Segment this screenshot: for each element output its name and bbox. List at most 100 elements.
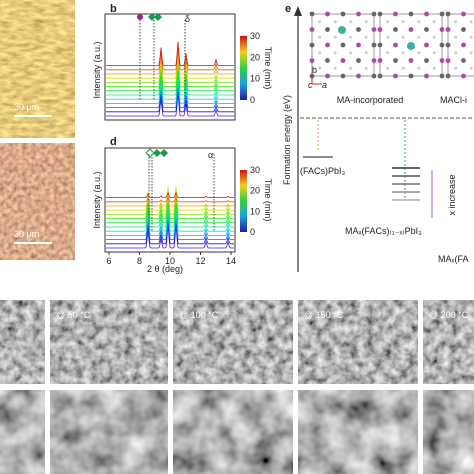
atom [318, 35, 322, 39]
atom [333, 66, 337, 70]
atom [439, 42, 445, 48]
atom [364, 35, 368, 39]
marker [153, 149, 168, 157]
atom [454, 20, 458, 24]
colorbar-label: Time (min) [263, 47, 273, 90]
sem-image [298, 390, 418, 474]
sem-image [50, 300, 168, 384]
xrd-curve [106, 191, 234, 199]
marker [137, 14, 143, 20]
colorbar-tick: 30 [250, 31, 260, 41]
plot-frame [104, 13, 236, 121]
atom [349, 51, 353, 55]
atom [349, 35, 353, 39]
sem-image [0, 390, 45, 474]
atom [325, 73, 330, 79]
colorbar-tick: 30 [250, 165, 260, 175]
atom [469, 20, 473, 24]
atom [424, 42, 429, 48]
atom [393, 73, 398, 79]
sem-image [173, 300, 293, 384]
xrd-curve [106, 194, 234, 220]
phase-label: α [208, 150, 213, 160]
axis-arrows [311, 74, 322, 85]
atom [439, 27, 445, 32]
atom [377, 42, 383, 48]
atom [401, 51, 405, 55]
xrd-curve [106, 91, 235, 117]
colorbar [240, 170, 247, 232]
temperature-label: @ 100 °C [179, 310, 219, 320]
colorbar-tick: 20 [250, 186, 260, 196]
atom [469, 35, 473, 39]
atom [408, 73, 414, 79]
atom [325, 27, 330, 32]
colorbar-tick: 20 [250, 52, 260, 62]
phase-label: δ [185, 14, 190, 24]
atom [333, 51, 337, 55]
trend-label: x increase [447, 174, 457, 215]
atom [445, 73, 451, 79]
atom [377, 73, 383, 79]
marker [145, 148, 155, 158]
atom [461, 73, 466, 79]
colorbar-tick: 10 [250, 74, 260, 84]
xrd-curve [106, 219, 234, 245]
x-tick-label: 12 [195, 256, 205, 266]
xrd-curve [106, 79, 235, 104]
xrd-curve [106, 75, 235, 100]
atom [424, 58, 429, 63]
atom [454, 51, 458, 55]
atom [445, 27, 451, 32]
xrd-curve [106, 83, 235, 109]
optical-image [0, 0, 75, 138]
sem-image [173, 390, 293, 474]
optical-image [0, 143, 75, 260]
axis-label: Formation energy (eV) [282, 95, 292, 185]
atom [318, 20, 322, 24]
atom [408, 27, 414, 32]
axis-label: Intensity (a.u.) [92, 171, 102, 228]
atom [432, 51, 436, 55]
atom [340, 58, 346, 63]
atom [309, 42, 315, 48]
atom [393, 11, 398, 17]
axis-letter: b [312, 65, 317, 75]
colorbar-tick: 10 [250, 206, 260, 216]
atom [393, 27, 398, 32]
x-tick-label: 8 [137, 256, 142, 266]
structure-label: MA-incorporated [337, 95, 404, 105]
sem-image [50, 390, 168, 474]
x-tick-label: 10 [165, 256, 175, 266]
scale-text: 30 μm [14, 102, 39, 112]
atom [309, 11, 315, 17]
atom [333, 35, 337, 39]
atom [417, 20, 421, 24]
atom [439, 11, 445, 17]
atom [461, 42, 466, 48]
panel-label: d [110, 136, 117, 148]
atom [340, 73, 346, 79]
atom [364, 66, 368, 70]
atom [325, 11, 330, 17]
atom [333, 20, 337, 24]
atom [356, 58, 361, 63]
temperature-label: @ 150 °C [304, 310, 344, 320]
atom [364, 20, 368, 24]
xrd-curve [106, 202, 234, 228]
xrd-curve [106, 87, 235, 113]
atom [364, 51, 368, 55]
xrd-curve [106, 223, 234, 249]
temperature-label: @ 200 °C [429, 310, 469, 320]
atom [401, 20, 405, 24]
atom [445, 11, 451, 17]
atom [386, 20, 390, 24]
xrd-curve [106, 62, 235, 87]
atom [371, 58, 377, 63]
temperature-label: @ 50 °C [56, 310, 91, 320]
atom [424, 73, 429, 79]
atom [349, 20, 353, 24]
atom [439, 73, 445, 79]
atom [356, 11, 361, 17]
